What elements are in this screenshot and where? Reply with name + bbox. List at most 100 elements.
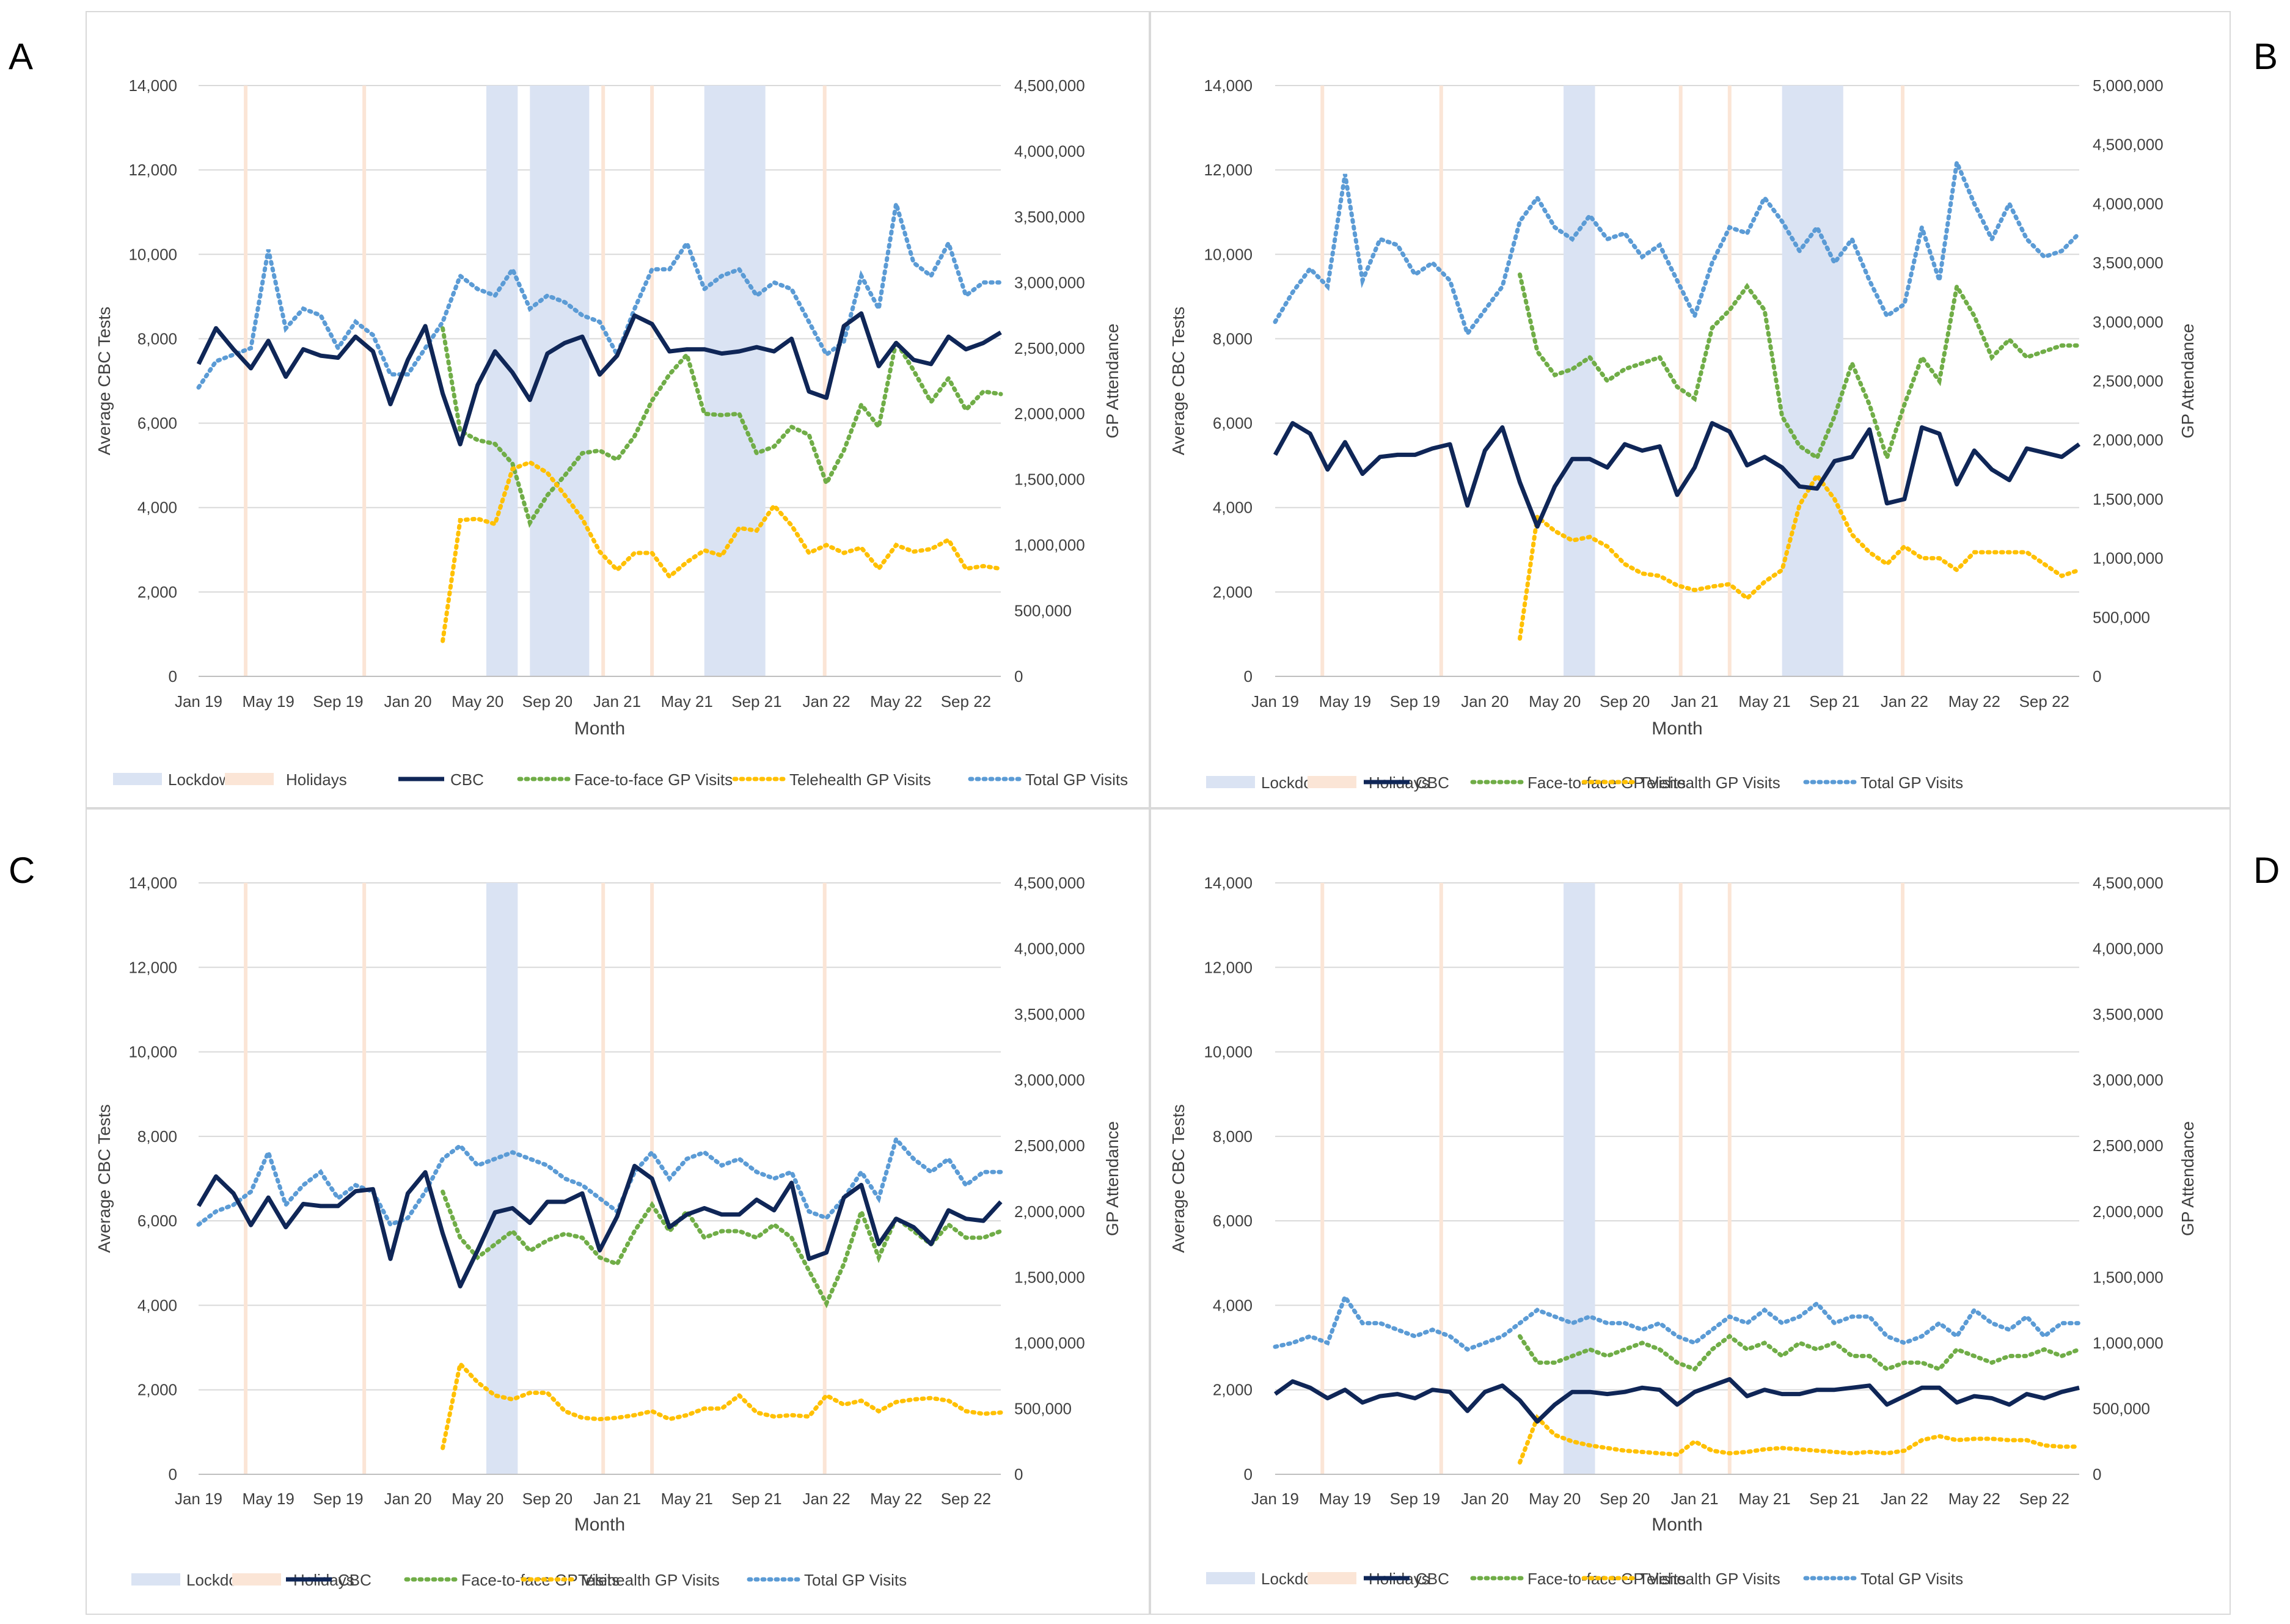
panel-label-b: B: [2253, 36, 2278, 77]
x-tick-label: May 22: [870, 1490, 922, 1508]
y2-tick-label: 5,000,000: [2093, 76, 2164, 95]
x-tick-label: Sep 21: [731, 1490, 781, 1508]
holiday-band: [822, 86, 827, 676]
x-tick-label: May 20: [1529, 692, 1581, 711]
holiday-band: [1901, 86, 1905, 676]
y-axis-title: Average CBC Tests: [95, 307, 114, 455]
x-tick-label: May 20: [452, 1490, 503, 1508]
series-telehealth: [441, 459, 1003, 643]
panel-a-frame: [86, 11, 1150, 808]
legend-swatch-holidays: [225, 773, 274, 785]
y-tick-label: 10,000: [1204, 1043, 1253, 1061]
x-tick-label: May 22: [1948, 1490, 2000, 1508]
legend-label-cbc: CBC: [1416, 1570, 1449, 1588]
y-tick-label: 2,000: [1213, 1381, 1253, 1399]
x-axis-title: Month: [574, 719, 625, 739]
y-tick-label: 12,000: [1204, 161, 1253, 179]
y2-axis-title: GP Attendance: [2178, 1121, 2197, 1236]
x-tick-label: Jan 21: [1671, 692, 1719, 711]
holiday-band: [1901, 883, 1905, 1474]
y-tick-label: 14,000: [128, 874, 177, 892]
series-total-gp: [196, 203, 1003, 390]
y2-tick-label: 2,500,000: [1014, 1136, 1085, 1155]
legend-label-holidays: Holidays: [286, 770, 347, 789]
legend-swatch-holidays: [1308, 776, 1356, 788]
y-tick-label: 0: [1244, 1465, 1253, 1483]
x-tick-label: Jan 19: [175, 692, 222, 711]
y2-tick-label: 1,000,000: [2093, 549, 2164, 568]
x-tick-label: Sep 22: [941, 1490, 991, 1508]
x-tick-label: May 20: [1529, 1490, 1581, 1508]
y2-tick-label: 0: [1014, 1465, 1023, 1483]
legend-label-telehealth: Telehealth GP Visits: [578, 1571, 720, 1589]
legend-label-cbc: CBC: [1416, 774, 1449, 792]
x-tick-label: Jan 21: [593, 692, 641, 711]
holiday-band: [650, 86, 654, 676]
legend-label-f2f: Face-to-face GP Visits: [574, 770, 733, 789]
x-tick-label: May 19: [1319, 1490, 1371, 1508]
y2-tick-label: 3,500,000: [1014, 1005, 1085, 1023]
legend-swatch-lockdown: [1206, 776, 1255, 788]
x-tick-label: Jan 19: [1251, 692, 1299, 711]
legend-swatch-holidays: [232, 1573, 281, 1586]
y2-tick-label: 2,000,000: [1014, 1202, 1085, 1221]
holiday-band: [1727, 883, 1732, 1474]
panel-label-c: C: [9, 850, 35, 891]
lockdown-band: [486, 86, 518, 676]
series-face-to-face: [1518, 1333, 2082, 1372]
holiday-band: [1439, 86, 1443, 676]
y2-tick-label: 2,000,000: [2093, 431, 2164, 449]
y2-tick-label: 0: [2093, 1465, 2101, 1483]
y-tick-label: 0: [169, 667, 177, 686]
series-telehealth: [1518, 471, 2082, 641]
lockdown-band: [486, 883, 518, 1474]
x-tick-label: Jan 21: [1671, 1490, 1719, 1508]
x-tick-label: Sep 21: [731, 692, 781, 711]
holiday-band: [601, 86, 605, 676]
x-tick-label: Sep 20: [1600, 1490, 1650, 1508]
x-tick-label: Jan 20: [1461, 692, 1509, 711]
y-tick-label: 14,000: [128, 76, 177, 95]
y-tick-label: 4,000: [1213, 1296, 1253, 1314]
y-tick-label: 8,000: [137, 1127, 177, 1146]
series-telehealth: [1518, 1414, 2082, 1465]
holiday-band: [362, 86, 367, 676]
chart-panel-d: 0 2,000 4,000 6,000 8,000 10,000 12,000 14,000 0…: [1169, 874, 2197, 1588]
y2-tick-label: 1,000,000: [1014, 536, 1085, 554]
y-tick-label: 0: [169, 1465, 177, 1483]
y-tick-label: 14,000: [1204, 76, 1253, 95]
x-tick-label: Jan 22: [1881, 1490, 1928, 1508]
y-axis-title: Average CBC Tests: [1169, 1104, 1188, 1253]
y2-tick-label: 3,500,000: [1014, 208, 1085, 226]
y2-tick-label: 4,500,000: [2093, 136, 2164, 154]
y-tick-label: 12,000: [1204, 958, 1253, 976]
y2-tick-label: 500,000: [1014, 1399, 1072, 1417]
y2-tick-label: 4,500,000: [1014, 76, 1085, 95]
y2-tick-label: 500,000: [1014, 602, 1072, 620]
chart-panel-c: 0 2,000 4,000 6,000 8,000 10,000 12,000 14,000 0…: [95, 874, 1122, 1589]
series-cbc: [196, 311, 1002, 447]
holiday-band: [1439, 883, 1443, 1474]
x-tick-label: Sep 19: [1390, 1490, 1440, 1508]
legend-label-total: Total GP Visits: [804, 1571, 907, 1589]
y-tick-label: 2,000: [137, 1381, 177, 1399]
y-tick-label: 8,000: [1213, 329, 1253, 348]
y2-tick-label: 4,000,000: [2093, 194, 2164, 213]
holiday-band: [1320, 883, 1325, 1474]
y2-tick-label: 0: [2093, 667, 2101, 686]
lockdown-band: [530, 86, 590, 676]
legend-swatch-lockdown: [113, 773, 162, 785]
y-axis-title: Average CBC Tests: [1169, 307, 1188, 455]
x-axis-title: Month: [1652, 1515, 1702, 1535]
y-tick-label: 0: [1244, 667, 1253, 686]
series-telehealth: [441, 1359, 1003, 1450]
y2-tick-label: 3,000,000: [1014, 1071, 1085, 1089]
y2-tick-label: 3,500,000: [2093, 1005, 2164, 1023]
lockdown-band: [1564, 883, 1595, 1474]
y-tick-label: 14,000: [1204, 874, 1253, 892]
y-tick-label: 10,000: [1204, 245, 1253, 263]
y-tick-label: 6,000: [1213, 1212, 1253, 1230]
x-tick-label: Jan 20: [1461, 1490, 1509, 1508]
